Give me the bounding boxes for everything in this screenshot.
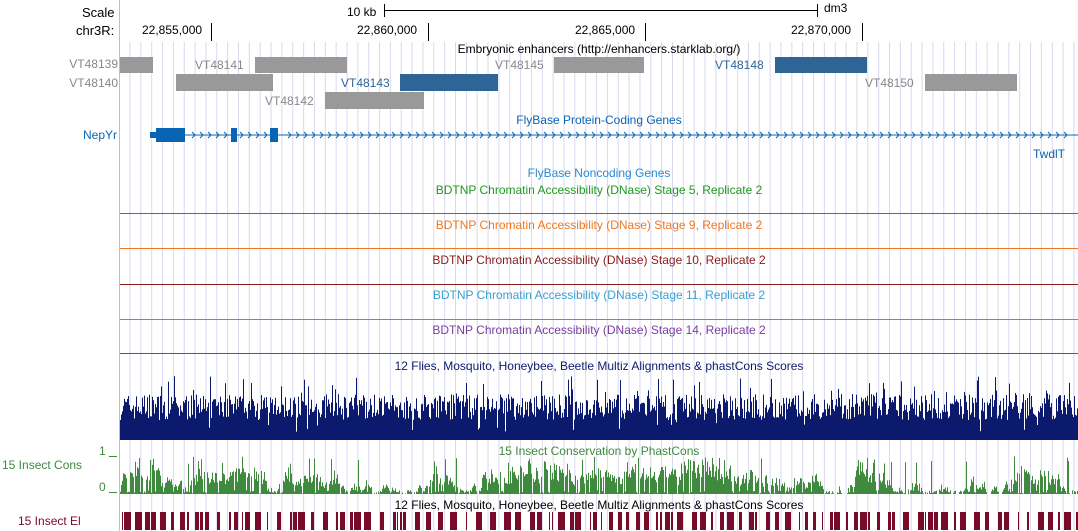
cons-axis-max-tick — [109, 456, 117, 457]
enhancer-feature[interactable] — [325, 92, 424, 109]
multiz-conservation-graph[interactable] — [120, 374, 1078, 440]
enhancer-feature[interactable] — [925, 74, 1017, 91]
dnase-signal-line[interactable] — [120, 248, 1078, 249]
scale-bar-left-tick — [384, 4, 385, 17]
ruler-position: 22,870,000 — [791, 23, 852, 37]
ruler-tick — [645, 23, 646, 41]
ruler-position: 22,855,000 — [142, 23, 203, 37]
scale-label: Scale — [82, 5, 115, 20]
elements-track-label[interactable]: 15 Insect El — [18, 514, 81, 528]
dnase-signal-line[interactable] — [120, 213, 1078, 214]
dnase-signal-line[interactable] — [120, 319, 1078, 320]
ruler-tick — [211, 23, 212, 41]
enhancers-track-title[interactable]: Embryonic enhancers (http://enhancers.st… — [457, 42, 741, 56]
enhancer-feature[interactable] — [120, 57, 153, 73]
cons-track-title[interactable]: 15 Insect Conservation by PhastCons — [498, 444, 700, 458]
ruler-position: 22,865,000 — [575, 23, 636, 37]
enhancer-feature[interactable] — [176, 74, 273, 91]
dnase-track-title[interactable]: BDTNP Chromatin Accessibility (DNase) St… — [435, 183, 763, 197]
left-gutter-divider — [119, 0, 120, 531]
dnase-track-title[interactable]: BDTNP Chromatin Accessibility (DNase) St… — [432, 323, 766, 337]
genes-track-title[interactable]: FlyBase Protein-Coding Genes — [516, 113, 682, 127]
enhancer-label[interactable]: VT48142 — [265, 94, 314, 108]
enhancer-feature[interactable] — [554, 57, 644, 73]
enhancer-label[interactable]: VT48145 — [495, 58, 544, 72]
scale-text: 10 kb — [347, 5, 377, 19]
cons-track-label[interactable]: 15 Insect Cons — [2, 458, 83, 472]
conserved-elements[interactable] — [120, 512, 1078, 530]
ruler-tick — [862, 23, 863, 41]
dnase-signal-line[interactable] — [120, 353, 1078, 354]
enhancer-label[interactable]: VT48141 — [195, 58, 244, 72]
cons-graph[interactable] — [120, 456, 1078, 494]
intron-strand-arrows — [191, 131, 1068, 139]
gene-label-left[interactable]: NepYr — [82, 128, 117, 142]
cons-axis-min: 0 — [99, 480, 106, 494]
enhancer-feature[interactable] — [400, 74, 498, 91]
noncoding-track-title[interactable]: FlyBase Noncoding Genes — [527, 166, 671, 180]
enhancer-label[interactable]: VT48150 — [865, 76, 914, 90]
scale-bar — [384, 10, 818, 11]
multiz-track-title[interactable]: 12 Flies, Mosquito, Honeybee, Beetle Mul… — [394, 359, 804, 373]
cons-axis-max: 1 — [99, 444, 106, 458]
gene-label-right[interactable]: TwdlT — [1033, 147, 1066, 161]
enhancer-label[interactable]: VT48143 — [341, 76, 390, 90]
ruler-tick — [428, 23, 429, 41]
ruler-position: 22,860,000 — [357, 23, 418, 37]
cons-axis-min-tick — [109, 492, 117, 493]
enhancer-label[interactable]: VT48140 — [69, 76, 118, 90]
enhancer-feature[interactable] — [255, 57, 347, 73]
assembly-label: dm3 — [824, 1, 848, 15]
chrom-label: chr3R: — [76, 23, 115, 38]
scale-bar-right-tick — [817, 4, 818, 17]
dnase-track-title[interactable]: BDTNP Chromatin Accessibility (DNase) St… — [432, 288, 766, 302]
dnase-signal-line[interactable] — [120, 284, 1078, 285]
dnase-track-title[interactable]: BDTNP Chromatin Accessibility (DNase) St… — [432, 253, 766, 267]
enhancer-feature[interactable] — [775, 57, 867, 73]
dnase-track-title[interactable]: BDTNP Chromatin Accessibility (DNase) St… — [435, 218, 763, 232]
elements-track-title[interactable]: 12 Flies, Mosquito, Honeybee, Beetle Mul… — [394, 498, 804, 512]
gene-model[interactable] — [120, 126, 1078, 146]
enhancer-label[interactable]: VT48148 — [715, 58, 764, 72]
enhancer-label[interactable]: VT48139 — [69, 57, 118, 71]
